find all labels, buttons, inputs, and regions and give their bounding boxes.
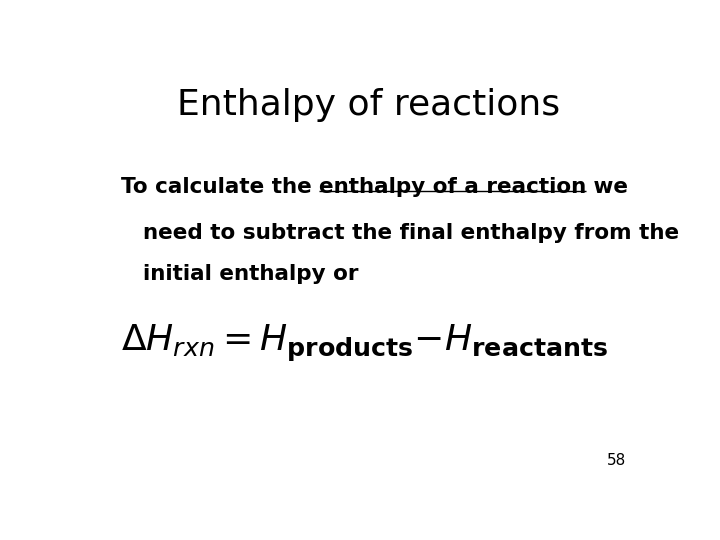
Text: initial enthalpy or: initial enthalpy or (143, 265, 359, 285)
Text: 58: 58 (606, 453, 626, 468)
Text: we: we (586, 177, 628, 197)
Text: enthalpy of a reaction: enthalpy of a reaction (319, 177, 586, 197)
Text: To calculate the: To calculate the (121, 177, 319, 197)
Text: need to subtract the final enthalpy from the: need to subtract the final enthalpy from… (143, 223, 679, 243)
Text: Enthalpy of reactions: Enthalpy of reactions (177, 88, 561, 122)
Text: $\Delta\mathit{H}_{\mathit{rxn}}$$ = $$\mathit{H}_{\mathbf{products}}$$ - $$\mat: $\Delta\mathit{H}_{\mathit{rxn}}$$ = $$\… (121, 322, 608, 364)
